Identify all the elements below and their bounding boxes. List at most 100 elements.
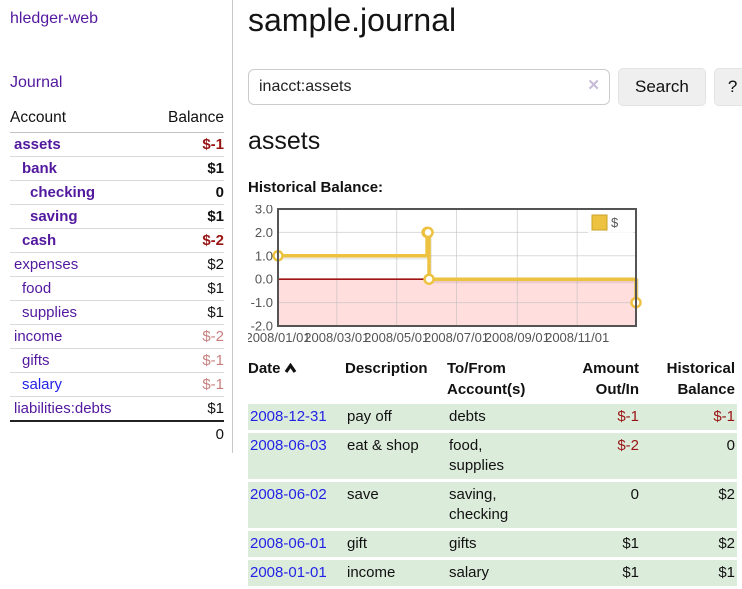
- account-link-supplies[interactable]: supplies: [22, 304, 78, 321]
- sort-ascending-icon: [284, 358, 297, 379]
- svg-text:0.0: 0.0: [255, 272, 273, 287]
- accounts-total-row: 0: [10, 420, 224, 447]
- account-row: salary $-1: [10, 372, 224, 397]
- accounts-table: Account Balance assets $-1 bank $1 check…: [10, 107, 224, 447]
- main-content: sample.journal ✕ Search ? assets Histori…: [233, 0, 742, 589]
- svg-text:2.0: 2.0: [255, 225, 273, 240]
- account-link-checking[interactable]: checking: [30, 184, 96, 201]
- account-row: checking 0: [10, 180, 224, 205]
- svg-text:2008/09/01: 2008/09/01: [485, 330, 550, 345]
- svg-text:2008/01/01: 2008/01/01: [248, 330, 311, 345]
- balance-chart: $3.0 2.0 1.0 0.0 -1.0 -2.0 2008/01/01 2008/03/0…: [248, 205, 737, 347]
- help-button[interactable]: ?: [713, 68, 742, 106]
- account-link-expenses[interactable]: expenses: [14, 256, 79, 273]
- svg-text:2008/11/01: 2008/11/01: [545, 330, 609, 345]
- register-col-date[interactable]: Date: [248, 358, 345, 401]
- svg-text:2008/07/01: 2008/07/01: [424, 330, 489, 345]
- tx-date-link[interactable]: 2008-06-03: [250, 437, 327, 454]
- balance-chart-svg: $3.0 2.0 1.0 0.0 -1.0 -2.02008/01/012008/03/0…: [248, 205, 642, 345]
- tx-date-link[interactable]: 2008-06-01: [250, 535, 327, 552]
- tx-balance: $2: [641, 531, 737, 557]
- accounts-col-account: Account: [10, 107, 148, 133]
- svg-text:1.0: 1.0: [255, 248, 273, 263]
- tx-accounts: debts: [447, 404, 543, 430]
- search-form: ✕ Search ?: [248, 68, 742, 106]
- account-balance: $-1: [147, 372, 224, 397]
- tx-date-link[interactable]: 2008-12-31: [250, 408, 327, 425]
- sidebar-nav: Journal: [10, 74, 224, 92]
- tx-accounts: gifts: [447, 531, 543, 557]
- tx-accounts: food, supplies: [447, 433, 543, 479]
- register-col-description: Description: [345, 360, 428, 377]
- svg-text:-2.0: -2.0: [251, 319, 273, 334]
- account-balance: $1: [147, 156, 224, 181]
- tx-row: 2008-12-31 pay off debts $-1 $-1: [248, 404, 737, 430]
- tx-description: save: [345, 482, 447, 528]
- account-link-assets[interactable]: assets: [14, 136, 61, 153]
- register-col-balance: Historical Balance: [666, 360, 735, 398]
- accounts-col-balance: Balance: [147, 107, 224, 133]
- tx-description: eat & shop: [345, 433, 447, 479]
- account-balance: $1: [147, 276, 224, 301]
- tx-balance: $-1: [641, 404, 737, 430]
- tx-date-link[interactable]: 2008-06-02: [250, 486, 327, 503]
- svg-text:2008/05/01: 2008/05/01: [364, 330, 429, 345]
- account-row: gifts $-1: [10, 348, 224, 373]
- account-balance: $-1: [202, 136, 224, 153]
- register-header-row: Date Description To/From Account(s) Amou…: [248, 358, 737, 401]
- tx-row: 2008-06-02 save saving, checking 0 $2: [248, 482, 737, 528]
- svg-text:3.0: 3.0: [255, 205, 273, 217]
- account-row: cash $-2: [10, 228, 224, 253]
- tx-description: pay off: [345, 404, 447, 430]
- tx-amount: $-2: [543, 433, 641, 479]
- account-link-saving[interactable]: saving: [30, 208, 78, 225]
- account-row: bank $1: [10, 156, 224, 181]
- account-heading: assets: [248, 127, 321, 155]
- tx-date-link[interactable]: 2008-01-01: [250, 564, 327, 581]
- search-button[interactable]: Search: [618, 68, 706, 106]
- account-link-gifts[interactable]: gifts: [22, 352, 50, 369]
- chart-heading: Historical Balance:: [248, 179, 384, 196]
- register-col-amount: Amount Out/In: [582, 360, 639, 398]
- tx-accounts: salary: [447, 560, 543, 586]
- tx-amount: 0: [543, 482, 641, 528]
- tx-description: gift: [345, 531, 447, 557]
- tx-row: 2008-06-01 gift gifts $1 $2: [248, 531, 737, 557]
- register-col-tofrom: To/From Account(s): [447, 360, 526, 398]
- account-balance: $1: [147, 396, 224, 421]
- register-table: Date Description To/From Account(s) Amou…: [248, 355, 737, 589]
- account-balance: $1: [147, 300, 224, 325]
- account-row: assets $-1: [10, 133, 224, 157]
- accounts-total: 0: [147, 420, 224, 447]
- account-row: expenses $2: [10, 252, 224, 277]
- account-row: income $-2: [10, 324, 224, 349]
- svg-text:-1.0: -1.0: [251, 295, 273, 310]
- account-row: saving $1: [10, 204, 224, 229]
- tx-amount: $1: [543, 531, 641, 557]
- brand-link[interactable]: hledger-web: [10, 10, 99, 27]
- account-balance: 0: [147, 180, 224, 205]
- accounts-header-row: Account Balance: [10, 107, 224, 133]
- tx-balance: $2: [641, 482, 737, 528]
- account-link-bank[interactable]: bank: [22, 160, 58, 177]
- account-link-income[interactable]: income: [14, 328, 63, 345]
- tx-balance: $1: [641, 560, 737, 586]
- search-input[interactable]: [248, 69, 610, 105]
- tx-amount: $-1: [543, 404, 641, 430]
- account-link-cash[interactable]: cash: [22, 232, 57, 249]
- svg-text:2008/03/01: 2008/03/01: [304, 330, 369, 345]
- sidebar: hledger-web Journal Account Balance asse…: [0, 0, 233, 453]
- account-balance: $-2: [147, 324, 224, 349]
- clear-search-icon[interactable]: ✕: [587, 77, 600, 94]
- account-link-food[interactable]: food: [22, 280, 52, 297]
- account-balance: $-2: [147, 228, 224, 253]
- account-row: liabilities:debts $1: [10, 396, 224, 421]
- account-link-salary[interactable]: salary: [22, 376, 63, 393]
- account-link-liabilities-debts[interactable]: liabilities:debts: [14, 400, 112, 417]
- tx-amount: $1: [543, 560, 641, 586]
- tx-description: income: [345, 560, 447, 586]
- page-title: sample.journal: [248, 2, 457, 38]
- account-row: supplies $1: [10, 300, 224, 325]
- journal-nav-link[interactable]: Journal: [10, 74, 63, 91]
